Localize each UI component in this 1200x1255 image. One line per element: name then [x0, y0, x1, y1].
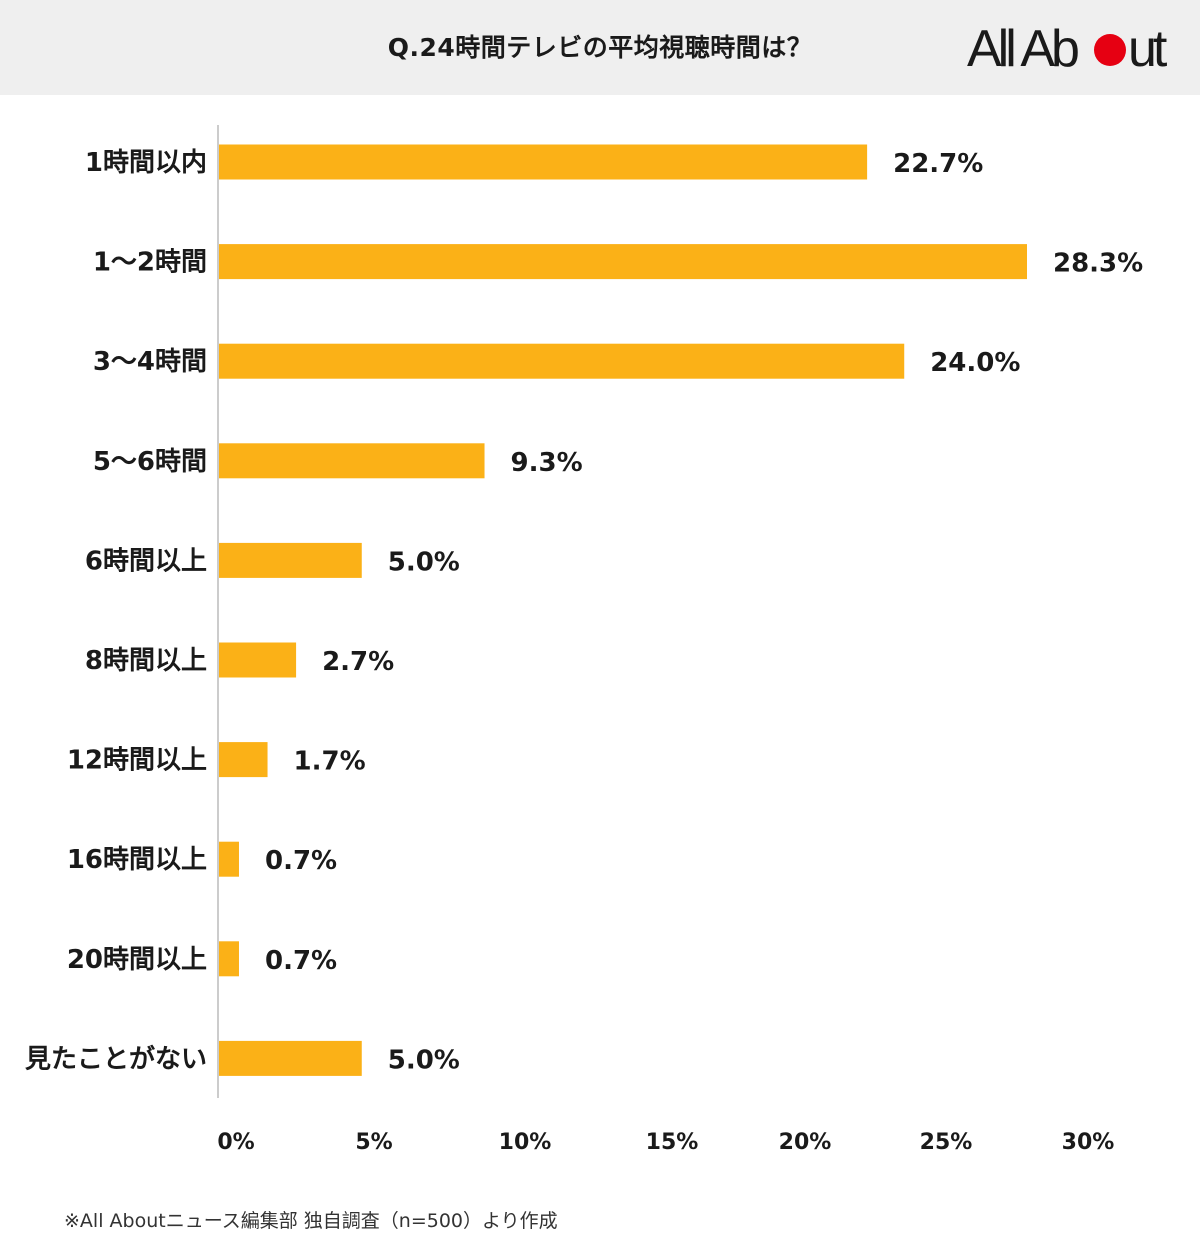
category-label: 3〜4時間	[93, 347, 207, 377]
value-label: 22.7%	[893, 149, 983, 179]
value-label: 5.0%	[388, 1045, 460, 1075]
value-labels: 22.7% 28.3% 24.0% 9.3% 5.0% 2.7% 1.7% 0.7% 0.7% 5…	[265, 149, 1143, 1075]
bar-8	[219, 841, 239, 877]
bar-2	[219, 244, 1027, 280]
value-label: 0.7%	[265, 946, 337, 976]
logo-text-right: ut	[1128, 20, 1168, 78]
x-tick-label: 0%	[217, 1130, 254, 1155]
value-label: 24.0%	[930, 348, 1020, 378]
category-labels: 1時間以内 1〜2時間 3〜4時間 5〜6時間 6時間以上 8時間以上 12時間以上 16時間…	[25, 148, 207, 1074]
category-label: 8時間以上	[85, 646, 207, 676]
x-tick-label: 10%	[499, 1130, 552, 1155]
x-tick-label: 20%	[779, 1130, 832, 1155]
bar-10	[219, 1040, 362, 1076]
bar-3	[219, 343, 905, 379]
bar-chart: 1時間以内 1〜2時間 3〜4時間 5〜6時間 6時間以上 8時間以上 12時間以上 16時間…	[25, 125, 1143, 1155]
x-tick-label: 15%	[646, 1130, 699, 1155]
x-tick-label: 25%	[920, 1130, 973, 1155]
category-label: 見たことがない	[25, 1043, 207, 1074]
x-tick-label: 5%	[355, 1130, 392, 1155]
category-label: 20時間以上	[67, 945, 207, 975]
category-label: 1時間以内	[85, 148, 207, 178]
category-label: 5〜6時間	[93, 447, 207, 477]
category-label: 12時間以上	[67, 746, 207, 776]
logo-text-left: All Ab	[967, 20, 1078, 78]
bar-6	[219, 642, 297, 678]
category-label: 6時間以上	[85, 546, 207, 576]
value-label: 5.0%	[388, 547, 460, 577]
value-label: 28.3%	[1053, 249, 1143, 279]
x-tick-labels: 0% 5% 10% 15% 20% 25% 30%	[217, 1130, 1114, 1155]
x-tick-label: 30%	[1062, 1130, 1115, 1155]
value-label: 1.7%	[294, 747, 366, 777]
value-label: 2.7%	[322, 647, 394, 677]
source-footnote: ※All Aboutニュース編集部 独自調査（n=500）より作成	[64, 1210, 558, 1232]
logo-red-dot	[1094, 34, 1126, 66]
value-label: 9.3%	[511, 448, 583, 478]
bar-5	[219, 542, 362, 578]
value-label: 0.7%	[265, 846, 337, 876]
bar-9	[219, 941, 239, 977]
category-label: 1〜2時間	[93, 248, 207, 278]
bar-1	[219, 144, 868, 180]
chart-header: Q.24時間テレビの平均視聴時間は？ All Ab ut	[0, 0, 1200, 95]
category-label: 16時間以上	[67, 845, 207, 875]
bar-group	[219, 144, 1027, 1076]
bar-4	[219, 443, 485, 479]
bar-7	[219, 742, 268, 778]
chart-title: Q.24時間テレビの平均視聴時間は？	[387, 33, 813, 62]
all-about-logo: All Ab ut	[967, 20, 1172, 78]
